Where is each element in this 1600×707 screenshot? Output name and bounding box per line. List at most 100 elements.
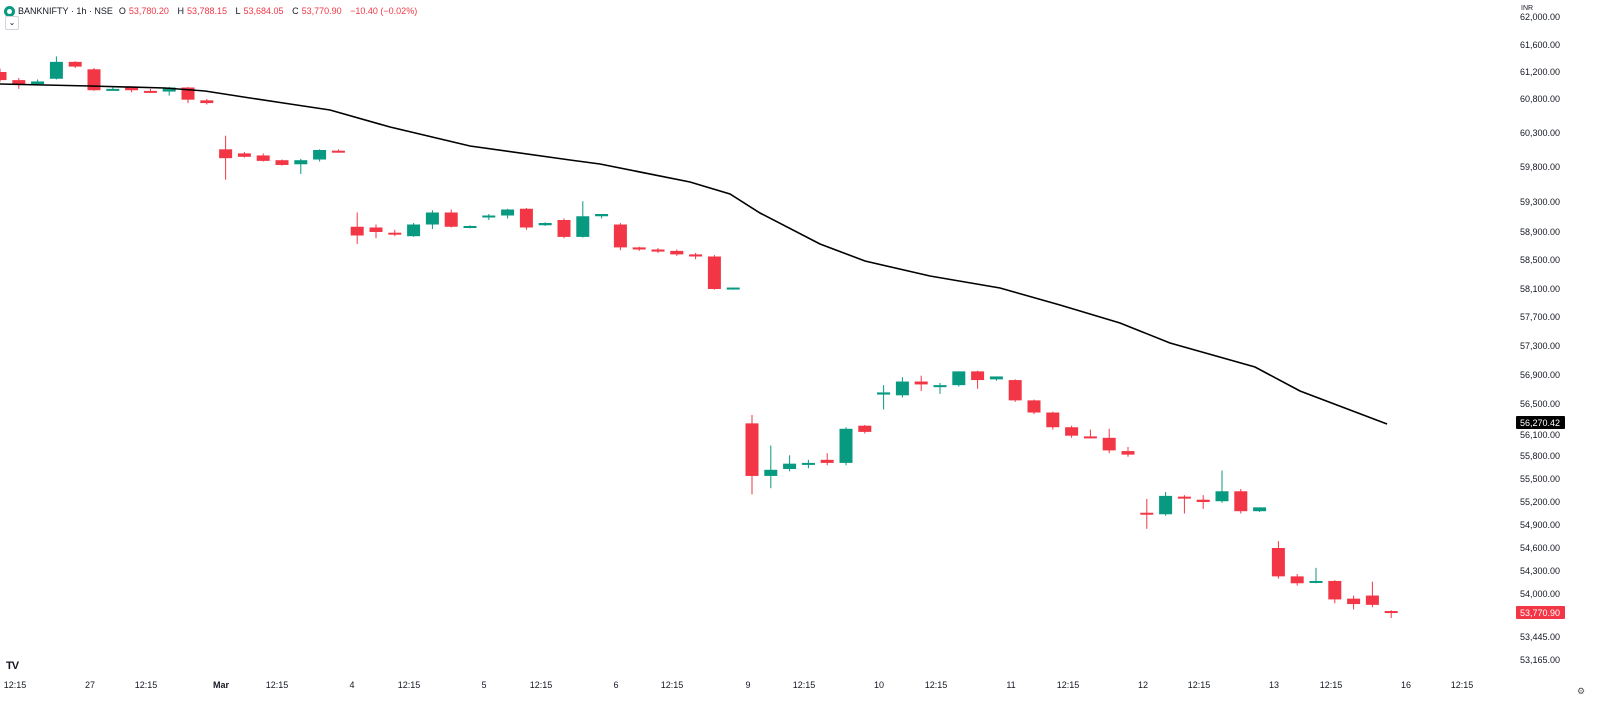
time-tick-label: 12:15 [530,680,553,690]
price-tick-label: 57,700.00 [1520,312,1560,322]
price-tick-label: 62,000.00 [1520,12,1560,22]
candle-body [219,149,233,159]
candle-body [1215,491,1229,502]
price-tick-label: 60,800.00 [1520,94,1560,104]
candle-body [783,463,797,470]
candle-body [1065,427,1079,436]
price-tick-label: 56,500.00 [1520,399,1560,409]
symbol-logo-icon [4,5,15,17]
time-tick-label: 12:15 [4,680,27,690]
candle-body [482,215,496,218]
candle-body [989,376,1003,380]
candle-body [1102,437,1116,451]
candle-body [369,227,383,232]
candle-body [1365,595,1379,605]
collapse-legend-button[interactable]: ⌄ [5,16,19,30]
candle-body [726,287,740,290]
candle-body [1027,400,1041,413]
price-tick-label: 54,900.00 [1520,520,1560,530]
price-tick-label: 61,600.00 [1520,40,1560,50]
low-value: 53,684.05 [243,6,284,16]
candle-body [143,90,157,93]
candle-body [275,160,289,165]
candle-body [839,428,853,463]
price-axis: 62,000.00 61,600.00 61,200.00 60,800.00 60,3… [1516,12,1565,665]
candle-body [1384,611,1398,614]
change-value: −10.40 (−0.02%) [350,6,418,16]
candle-body [1177,496,1191,499]
time-tick-label: 12:15 [661,680,684,690]
time-tick-label: 11 [1006,680,1015,690]
candle-body [820,459,834,463]
price-tick-label: 59,800.00 [1520,162,1560,172]
candle-body [444,212,458,227]
price-tick-label: 60,300.00 [1520,128,1560,138]
high-label: H [177,6,184,16]
time-tick-label: 12:15 [1320,680,1343,690]
price-tick-label: 55,800.00 [1520,451,1560,461]
candle-body [237,153,251,157]
candle-series [0,56,1398,619]
time-tick-label: 12:15 [135,680,158,690]
candle-body [1309,580,1323,583]
price-tick-label: 55,500.00 [1520,474,1560,484]
settings-gear-icon[interactable]: ⚙ [1577,686,1586,696]
candle-body [49,61,63,79]
candle-body [971,371,985,381]
candle-body [914,381,928,385]
last-price-label: 53,770.90 [1520,608,1560,618]
candle-body [106,88,120,91]
candle-body [1253,507,1267,512]
candle-body [1140,512,1154,515]
candle-body [538,223,552,226]
candle-body [350,226,364,236]
open-value: 53,780.20 [128,6,169,16]
candle-body [1271,548,1285,577]
time-tick-label: 6 [613,680,618,690]
price-tick-label: 53,445.00 [1520,632,1560,642]
currency-label[interactable]: INR [1521,5,1534,12]
time-tick-label: 16 [1401,680,1411,690]
price-tick-label: 58,500.00 [1520,255,1560,265]
candle-body [162,87,176,92]
candle-body [651,249,665,252]
candle-body [463,226,477,228]
candle-body [125,87,139,91]
candle-body [1328,580,1342,600]
candle-body [576,216,590,237]
candle-body [670,250,684,255]
symbol-title[interactable]: BANKNIFTY · 1h · NSE [18,6,113,16]
ma-value-tag [1516,416,1565,429]
tradingview-logo[interactable]: TV [6,660,19,672]
high-value: 53,788.15 [186,6,227,16]
price-tick-label: 54,000.00 [1520,589,1560,599]
candle-body [933,385,947,388]
candle-body [877,392,891,395]
time-tick-label: 10 [874,680,884,690]
price-tick-label: 53,165.00 [1520,655,1560,665]
candle-body [557,220,571,237]
price-tick-label: 58,100.00 [1520,284,1560,294]
close-value: 53,770.90 [301,6,342,16]
time-tick-label: 5 [481,680,486,690]
candle-body [745,423,759,476]
time-tick-label: 9 [745,680,750,690]
price-tick-label: 54,300.00 [1520,566,1560,576]
candle-body [1008,380,1022,401]
ohlc-readout: O 53,780.20 H 53,788.15 L 53,684.05 C 53,770… [119,6,420,16]
candle-body [501,209,515,216]
candle-body [707,256,721,289]
low-label: L [235,6,241,16]
candle-body [1121,451,1135,455]
candle-body [1290,576,1304,584]
open-label: O [118,6,126,16]
candle-body [801,462,815,465]
time-tick-label: 12:15 [398,680,421,690]
candle-body [1347,598,1361,605]
candle-body [407,224,421,237]
candle-body [1234,491,1248,512]
candle-body [764,469,778,476]
candle-body [294,160,308,165]
price-tick-label: 58,900.00 [1520,227,1560,237]
